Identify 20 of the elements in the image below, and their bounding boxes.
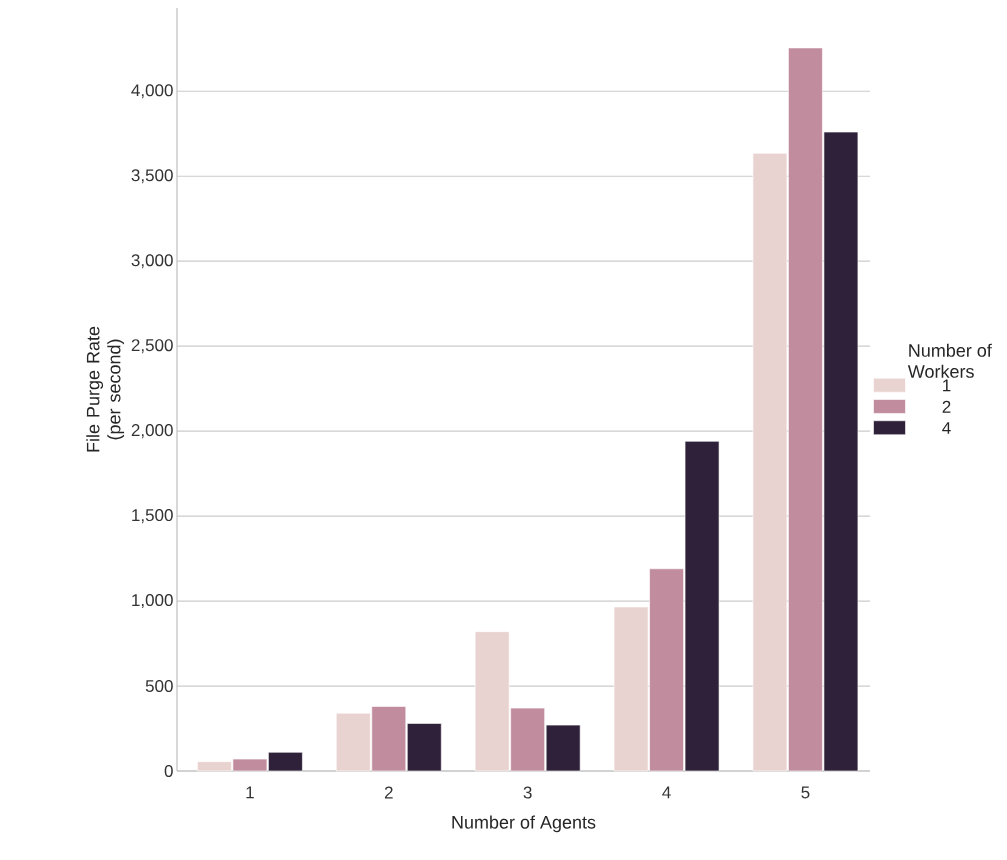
legend-title: Number of Workers — [907, 343, 992, 378]
y-tick-label: 3,000 — [131, 254, 173, 269]
legend-label: 2 — [942, 400, 951, 413]
y-tick-label: 1,500 — [132, 509, 173, 524]
y-tick-label: 3,500 — [131, 169, 173, 184]
x-tick-label: 5 — [801, 786, 810, 799]
y-tick-label: 1,000 — [132, 594, 173, 609]
y-tick-label: 500 — [145, 680, 173, 693]
y-tick-label: 2,500 — [131, 339, 173, 354]
y-axis-title: File Purge Rate (per second) — [86, 326, 125, 452]
y-tick-label: 4,000 — [131, 84, 173, 99]
x-axis-title: Number of Agents — [452, 815, 596, 833]
x-tick-label: 4 — [662, 786, 671, 799]
x-tick-label: 1 — [246, 786, 254, 799]
y-tick-label: 0 — [164, 764, 173, 778]
legend-label: 1 — [943, 379, 951, 392]
legend-label: 4 — [942, 422, 951, 434]
y-tick-label: 2,000 — [131, 424, 173, 439]
x-tick-label: 3 — [523, 786, 532, 799]
x-tick-label: 2 — [384, 786, 393, 799]
